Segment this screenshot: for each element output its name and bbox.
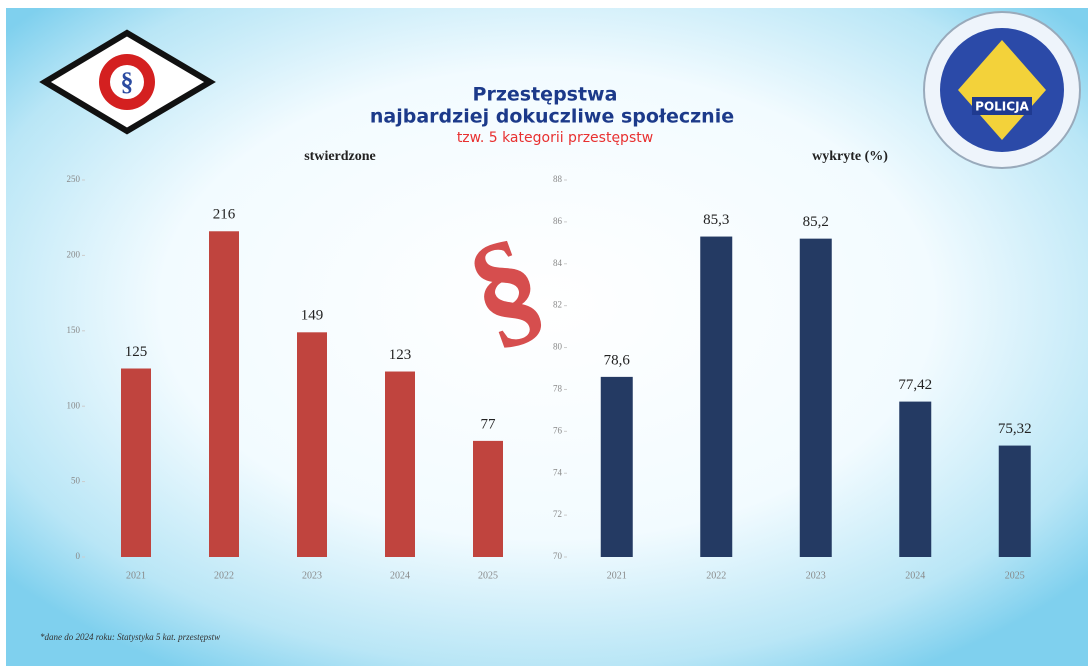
x-tick-label: 2023 xyxy=(806,570,826,581)
x-tick-label: 2021 xyxy=(607,570,627,581)
bar xyxy=(121,369,151,558)
y-tick-label: 74 xyxy=(553,467,563,477)
y-tick-label: 80 xyxy=(553,342,563,352)
y-tick-label: 0 xyxy=(76,551,81,561)
value-label: 78,6 xyxy=(604,352,631,368)
bar xyxy=(700,237,732,557)
value-label: 77,42 xyxy=(898,377,932,393)
y-tick-label: 70 xyxy=(553,551,563,561)
bar xyxy=(473,441,503,557)
y-tick-label: 100 xyxy=(67,400,81,410)
x-tick-label: 2024 xyxy=(390,570,410,581)
y-tick-label: 84 xyxy=(553,258,563,268)
bar xyxy=(297,332,327,557)
bar xyxy=(999,446,1031,557)
value-label: 85,2 xyxy=(803,214,829,230)
chart-title: wykryte (%) xyxy=(812,149,888,164)
value-label: 123 xyxy=(389,347,412,363)
value-label: 77 xyxy=(481,416,497,432)
value-label: 149 xyxy=(301,308,324,324)
y-tick-label: 88 xyxy=(553,174,563,184)
y-tick-label: 250 xyxy=(67,174,81,184)
y-tick-label: 200 xyxy=(67,249,81,259)
subtitle: tzw. 5 kategorii przestępstw xyxy=(457,130,653,146)
value-label: 85,3 xyxy=(703,212,729,228)
logo-right-text: POLICJA xyxy=(975,100,1029,114)
x-tick-label: 2022 xyxy=(706,570,726,581)
y-tick-label: 72 xyxy=(553,509,562,519)
x-tick-label: 2024 xyxy=(905,570,925,581)
x-tick-label: 2022 xyxy=(214,570,234,581)
value-label: 75,32 xyxy=(998,421,1032,437)
x-tick-label: 2025 xyxy=(478,570,498,581)
bar xyxy=(899,402,931,557)
footnote: *dane do 2024 roku: Statystyka 5 kat. pr… xyxy=(40,632,220,642)
title-line2: najbardziej dokuczliwe społecznie xyxy=(370,106,734,128)
chart-title: stwierdzone xyxy=(304,149,376,164)
infographic: § POLICJA § Przestępstwa najbardziej dok… xyxy=(0,0,1092,670)
y-tick-label: 150 xyxy=(67,325,81,335)
x-tick-label: 2023 xyxy=(302,570,322,581)
title-line1: Przestępstwa xyxy=(473,84,618,106)
y-tick-label: 50 xyxy=(71,476,81,486)
bar xyxy=(601,377,633,557)
bar xyxy=(209,231,239,557)
bar xyxy=(800,239,832,557)
y-tick-label: 86 xyxy=(553,216,563,226)
bar xyxy=(385,372,415,557)
y-tick-label: 76 xyxy=(553,425,563,435)
y-tick-label: 82 xyxy=(553,300,562,310)
x-tick-label: 2021 xyxy=(126,570,146,581)
value-label: 216 xyxy=(213,207,236,223)
logo-right: POLICJA xyxy=(924,12,1080,168)
x-tick-label: 2025 xyxy=(1005,570,1025,581)
logo-left-symbol: § xyxy=(121,67,134,96)
y-tick-label: 78 xyxy=(553,384,563,394)
value-label: 125 xyxy=(125,344,148,360)
